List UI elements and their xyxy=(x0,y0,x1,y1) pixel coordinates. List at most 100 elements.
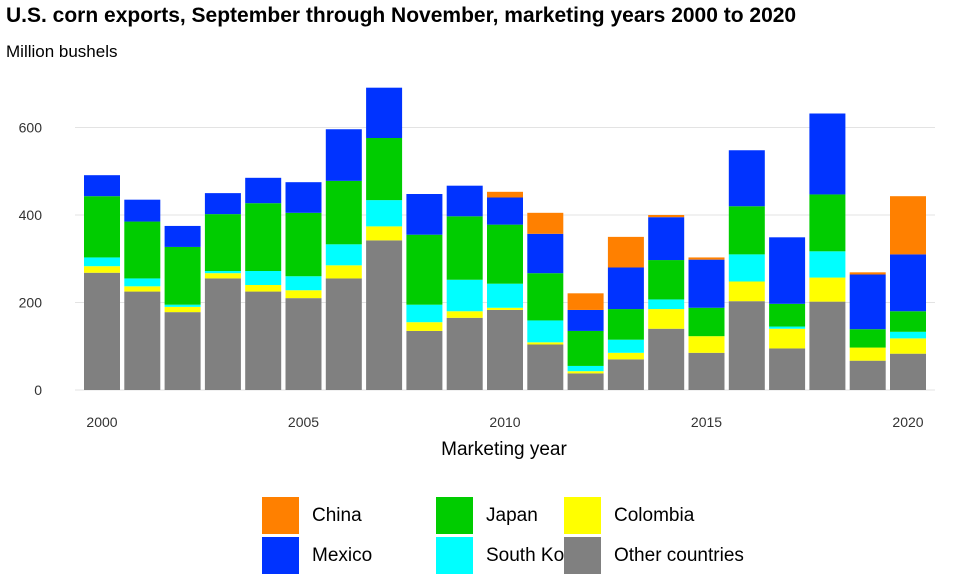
bar-2012-mexico xyxy=(567,309,604,331)
bar-2012-colombia xyxy=(567,371,604,374)
bar-2016-south-korea xyxy=(728,254,765,282)
bar-2007-japan xyxy=(366,138,403,201)
bar-2000-mexico xyxy=(84,175,120,197)
bar-2011-other-countries xyxy=(527,344,564,390)
bar-2006-colombia xyxy=(325,265,362,279)
bar-2020-mexico xyxy=(890,254,926,312)
bar-2016-colombia xyxy=(728,281,765,302)
stacked-bars xyxy=(84,87,926,390)
bar-2012-china xyxy=(567,293,604,310)
bar-2004-south-korea xyxy=(245,271,282,285)
bar-2018-colombia xyxy=(809,277,846,302)
legend-item-colombia: Colombia xyxy=(564,497,694,534)
y-axis-ticks: 0 200 400 600 xyxy=(19,120,43,399)
bar-2019-japan xyxy=(849,329,886,348)
bar-2007-other-countries xyxy=(366,240,403,390)
bar-2002-japan xyxy=(164,246,201,305)
bar-2010-colombia xyxy=(487,307,523,310)
y-tick-label-200: 200 xyxy=(19,295,43,311)
bar-2004-other-countries xyxy=(245,291,282,390)
bar-2020-china xyxy=(890,196,926,255)
legend-label-japan: Japan xyxy=(486,504,538,526)
bar-2000-other-countries xyxy=(84,272,120,390)
legend-label-colombia: Colombia xyxy=(614,504,695,526)
bar-2002-other-countries xyxy=(164,312,201,390)
bar-2010-other-countries xyxy=(487,309,523,390)
bar-2008-mexico xyxy=(406,194,443,235)
bar-2008-colombia xyxy=(406,322,443,331)
bar-2004-mexico xyxy=(245,177,282,204)
legend-label-other-countries: Other countries xyxy=(614,544,744,566)
bar-2005-japan xyxy=(285,212,322,277)
bar-2014-japan xyxy=(648,260,685,300)
bar-2013-japan xyxy=(607,309,644,340)
bar-2009-south-korea xyxy=(446,279,483,312)
bar-2015-other-countries xyxy=(688,352,725,390)
bar-2013-south-korea xyxy=(607,339,644,353)
bar-2001-other-countries xyxy=(124,291,161,390)
bar-2014-china xyxy=(648,215,685,218)
bar-2009-other-countries xyxy=(446,317,483,390)
bar-2003-japan xyxy=(204,214,241,271)
legend-item-mexico: Mexico xyxy=(262,537,372,574)
bar-2010-japan xyxy=(487,224,523,284)
bar-2016-mexico xyxy=(728,150,765,207)
bar-2002-south-korea xyxy=(164,304,201,307)
bar-2017-other-countries xyxy=(769,348,806,390)
bar-2001-south-korea xyxy=(124,278,161,287)
bar-2017-mexico xyxy=(769,237,806,304)
legend-item-japan: Japan xyxy=(436,497,538,534)
bar-2011-mexico xyxy=(527,233,564,274)
legend-swatch-other-countries xyxy=(564,537,601,574)
bar-2008-japan xyxy=(406,234,443,305)
bar-2010-south-korea xyxy=(487,283,523,308)
bar-2002-mexico xyxy=(164,225,201,247)
bar-2001-japan xyxy=(124,221,161,279)
bar-2018-other-countries xyxy=(809,301,846,390)
bar-2010-china xyxy=(487,191,523,198)
bar-2006-other-countries xyxy=(325,278,362,390)
x-tick-label-2000: 2000 xyxy=(86,414,117,430)
bar-2000-colombia xyxy=(84,266,120,273)
bar-2000-south-korea xyxy=(84,257,120,267)
x-tick-label-2010: 2010 xyxy=(489,414,520,430)
bar-2010-mexico xyxy=(487,197,523,225)
bar-2019-colombia xyxy=(849,347,886,361)
bar-2018-south-korea xyxy=(809,251,846,278)
x-tick-label-2015: 2015 xyxy=(691,414,722,430)
bar-2014-other-countries xyxy=(648,328,685,390)
bar-2015-japan xyxy=(688,307,725,337)
bar-2018-mexico xyxy=(809,113,846,195)
bar-2009-mexico xyxy=(446,185,483,217)
bar-2008-other-countries xyxy=(406,330,443,390)
y-tick-label-600: 600 xyxy=(19,120,43,136)
bar-2003-other-countries xyxy=(204,278,241,390)
legend-swatch-south-korea xyxy=(436,537,473,574)
bar-2018-japan xyxy=(809,194,846,252)
bar-2008-south-korea xyxy=(406,304,443,323)
bar-2005-colombia xyxy=(285,290,322,299)
bar-2005-mexico xyxy=(285,182,322,213)
bar-2003-mexico xyxy=(204,193,241,215)
bar-2019-other-countries xyxy=(849,360,886,390)
bar-2001-mexico xyxy=(124,199,161,222)
bar-2006-south-korea xyxy=(325,244,362,266)
bar-2005-south-korea xyxy=(285,276,322,291)
bar-2007-colombia xyxy=(366,226,403,241)
bar-2009-colombia xyxy=(446,311,483,318)
legend-swatch-colombia xyxy=(564,497,601,534)
legend-label-mexico: Mexico xyxy=(312,544,373,566)
bar-2013-china xyxy=(607,236,644,268)
bar-2019-mexico xyxy=(849,274,886,330)
bar-2013-colombia xyxy=(607,352,644,360)
bar-2012-south-korea xyxy=(567,365,604,372)
bar-2014-colombia xyxy=(648,309,685,329)
bar-2016-japan xyxy=(728,206,765,255)
x-axis-ticks: 2000 2005 2010 2015 2020 xyxy=(86,414,923,430)
x-tick-label-2020: 2020 xyxy=(892,414,923,430)
bar-2000-japan xyxy=(84,196,120,258)
bar-2013-other-countries xyxy=(607,359,644,390)
bar-2004-japan xyxy=(245,203,282,271)
bar-2015-colombia xyxy=(688,336,725,353)
corn-exports-chart: 0 200 400 600 2000 2005 2010 2015 2020 Marketin… xyxy=(19,87,935,460)
